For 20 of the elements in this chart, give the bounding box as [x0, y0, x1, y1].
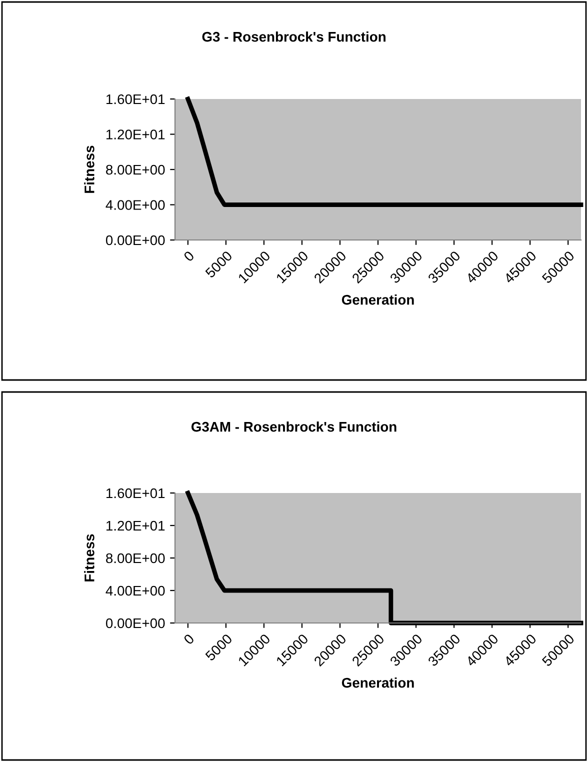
x-axis-title: Generation [342, 678, 414, 688]
y-tick-label: 8.00E+00 [106, 553, 165, 564]
y-tick-label: 4.00E+00 [106, 200, 165, 210]
line-series [186, 490, 584, 626]
y-tick-label: 0.00E+00 [106, 235, 165, 246]
y-axis-title: Fitness [84, 534, 94, 582]
y-tick-label: 8.00E+00 [106, 164, 165, 175]
chart-title: G3AM - Rosenbrock's Function [191, 422, 396, 432]
y-tick-label: 4.00E+00 [106, 586, 165, 596]
x-tick-label: 0 [183, 633, 195, 646]
x-tick-label: 0 [183, 250, 195, 262]
chart-title: G3 - Rosenbrock's Function [202, 32, 386, 42]
y-axis-title: Fitness [84, 146, 94, 193]
y-tick-label: 0.00E+00 [106, 618, 165, 628]
y-tick-label: 1.20E+01 [106, 130, 165, 140]
x-axis-title: Generation [342, 294, 414, 305]
y-tick-label: 1.20E+01 [106, 520, 165, 531]
y-tick-label: 1.60E+01 [106, 488, 165, 498]
line-series [186, 96, 584, 207]
y-tick-label: 1.60E+01 [106, 94, 165, 104]
